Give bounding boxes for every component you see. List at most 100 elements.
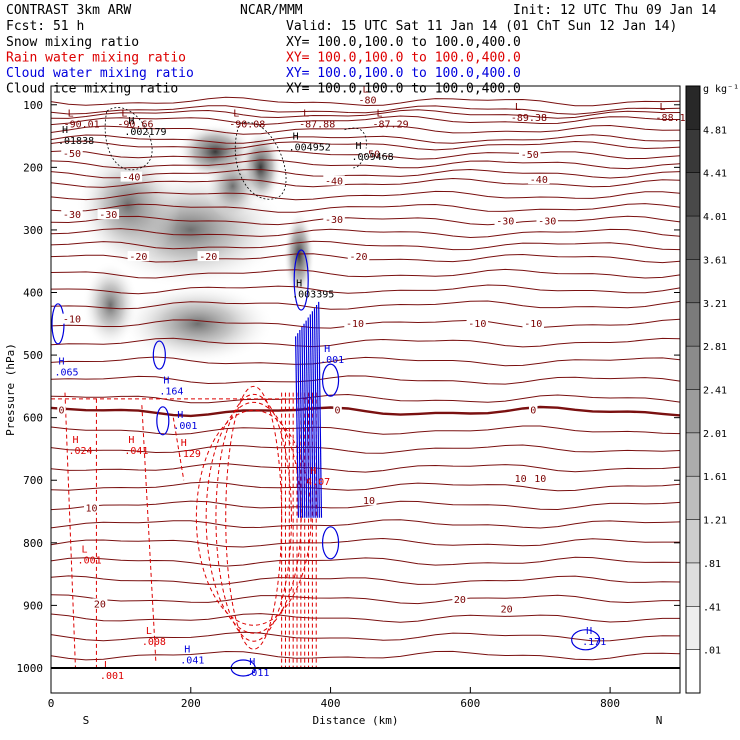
temp-label-bg bbox=[97, 209, 120, 220]
temperature-label: -40 bbox=[325, 176, 343, 187]
temperature-contour bbox=[50, 190, 681, 201]
y-tick-label: 400 bbox=[23, 287, 43, 300]
temperature-contour bbox=[50, 356, 681, 367]
colorbar-cell bbox=[686, 389, 700, 433]
plot-frame bbox=[50, 85, 681, 694]
temperature-contour bbox=[50, 613, 680, 623]
cloud-water-contour bbox=[571, 629, 601, 651]
cloud-ice-contours bbox=[104, 107, 367, 200]
temp-label-bg bbox=[452, 594, 468, 605]
temperature-contour bbox=[50, 300, 681, 310]
temperature-contour bbox=[50, 594, 680, 605]
cloud-water-contour bbox=[321, 526, 340, 560]
rain-contour bbox=[205, 401, 302, 634]
model-title: CONTRAST 3km ARW bbox=[6, 3, 131, 18]
temp-label-bg bbox=[522, 318, 544, 329]
cloud-water-contour bbox=[293, 249, 309, 311]
colorbar-unit: g kg⁻¹ bbox=[703, 84, 739, 95]
field-label: Rain water mixing ratio bbox=[6, 51, 186, 66]
extremum-kind: H bbox=[293, 131, 299, 142]
temperature-contour bbox=[50, 375, 681, 385]
extremum-value: -89.38 bbox=[511, 113, 547, 124]
extremum-value: .001 bbox=[100, 671, 124, 682]
temperature-contours bbox=[50, 96, 681, 661]
extremum-value: .004952 bbox=[289, 142, 331, 153]
temperature-label: -50 bbox=[63, 149, 81, 160]
extremum-kind: L bbox=[104, 660, 110, 671]
extremum-value: .129 bbox=[177, 449, 201, 460]
extremum-kind: L bbox=[68, 108, 74, 119]
temperature-contour bbox=[50, 228, 681, 239]
extremum-kind: H bbox=[128, 435, 134, 446]
cloud-water-contour bbox=[307, 317, 312, 518]
temperature-label: -40 bbox=[530, 175, 548, 186]
extremum-kind: H bbox=[296, 279, 302, 290]
cloud-ice-contour bbox=[344, 127, 367, 169]
extremum-kind: H bbox=[163, 376, 169, 387]
rain-contour bbox=[64, 392, 76, 668]
field-xy: XY= 100.0,100.0 to 100.0,400.0 bbox=[286, 82, 521, 97]
extremum-kind: L bbox=[233, 108, 239, 119]
rain-contour bbox=[195, 409, 312, 626]
temp-label-bg bbox=[323, 214, 345, 225]
temperature-label: -30 bbox=[496, 216, 514, 227]
temp-label-bg bbox=[92, 598, 108, 609]
colorbar-label: 4.01 bbox=[703, 212, 727, 223]
extremum-kind: H bbox=[184, 645, 190, 656]
cloud-ice-contour bbox=[104, 107, 153, 170]
cloud-water-contour bbox=[152, 340, 166, 370]
temperature-contour bbox=[50, 96, 681, 107]
temperature-contour bbox=[50, 109, 681, 119]
extremum-value: .002179 bbox=[124, 127, 166, 138]
temperature-label: -20 bbox=[349, 252, 367, 263]
temperature-label: 20 bbox=[501, 604, 513, 615]
colorbar-label: 2.41 bbox=[703, 386, 727, 397]
extremum-kind: L bbox=[515, 102, 521, 113]
cloud-water-contour bbox=[315, 305, 320, 518]
y-tick-label: 900 bbox=[23, 599, 43, 612]
extremum-value: 4.07 bbox=[306, 477, 330, 488]
temperature-label: 0 bbox=[530, 405, 536, 416]
cloud-water-contour bbox=[318, 301, 323, 518]
colorbar-cell bbox=[686, 649, 700, 693]
extrema-labels: L-90.01L-90.66L-90.08L-87.88L-87.29L-89.… bbox=[54, 85, 685, 683]
extremum-value: -87.88 bbox=[299, 119, 335, 130]
temp-label-bg bbox=[528, 174, 550, 185]
snow-shade-blob bbox=[82, 261, 139, 349]
cloud-water-contour bbox=[303, 323, 308, 518]
x-axis-label: Distance (km) bbox=[312, 714, 398, 727]
colorbar-label: 1.61 bbox=[703, 472, 727, 483]
extremum-kind: H bbox=[62, 125, 68, 136]
extremum-value: -90.08 bbox=[229, 119, 265, 130]
colorbar-cell bbox=[686, 259, 700, 303]
extremum-value: .171 bbox=[582, 637, 606, 648]
extremum-kind: L bbox=[660, 102, 666, 113]
snow-shade-blob bbox=[204, 151, 261, 221]
temp-label-bg bbox=[323, 175, 345, 186]
colorbar-cell bbox=[686, 346, 700, 390]
temp-label-bg bbox=[513, 473, 529, 484]
y-tick-label: 1000 bbox=[17, 662, 44, 675]
extremum-value: .009468 bbox=[352, 152, 394, 163]
extremum-kind: H bbox=[356, 141, 362, 152]
temperature-contour bbox=[50, 159, 681, 170]
field-xy: XY= 100.0,100.0 to 100.0,400.0 bbox=[286, 66, 521, 81]
temperature-label: -30 bbox=[63, 210, 81, 221]
temperature-label: -50 bbox=[362, 149, 380, 160]
colorbar-label: 3.61 bbox=[703, 255, 727, 266]
extremum-value: -90.66 bbox=[117, 119, 153, 130]
y-axis-label: Pressure (hPa) bbox=[4, 343, 17, 436]
temperature-label: -30 bbox=[538, 216, 556, 227]
temperature-label: 20 bbox=[454, 595, 466, 606]
x-tick-label: 0 bbox=[48, 697, 55, 710]
temp-label-bg bbox=[347, 251, 370, 262]
temperature-contour bbox=[50, 500, 681, 511]
forecast-hour: Fcst: 51 h bbox=[6, 19, 84, 34]
cloud-water-contour bbox=[301, 326, 306, 518]
temperature-labels: -50 -50 -50 -40 -40 -40 -30 -30 -30 -30 -30 -20 -20 -… bbox=[57, 147, 558, 615]
extremum-value: .001 bbox=[320, 355, 344, 366]
x-tick-label: 200 bbox=[181, 697, 201, 710]
temperature-contour bbox=[50, 177, 681, 188]
cloud-water-contour bbox=[313, 308, 318, 518]
